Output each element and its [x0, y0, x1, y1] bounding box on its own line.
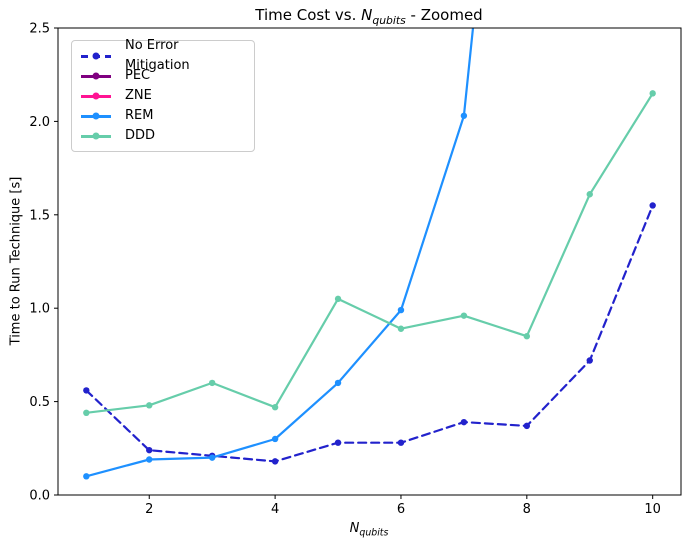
data-point [649, 90, 656, 97]
y-tick-label: 1.5 [29, 208, 50, 223]
legend-item-rem: REM [72, 106, 254, 126]
data-point [83, 387, 90, 394]
data-point [208, 454, 216, 461]
y-tick-label: 2.0 [29, 115, 50, 130]
x-tick-label: 8 [523, 502, 531, 517]
data-point [83, 409, 90, 417]
plot-frame [57, 27, 682, 496]
data-point [208, 379, 216, 387]
legend-marker-dot [92, 52, 100, 60]
x-tick-label: 4 [271, 502, 279, 517]
x-axis-label: Nqubits [350, 521, 389, 539]
legend-marker-dot [92, 112, 100, 120]
data-point [460, 418, 468, 426]
data-point [146, 402, 153, 409]
legend-marker-dot [92, 72, 100, 80]
legend-line-sample [81, 72, 111, 80]
legend-line-sample [81, 112, 111, 120]
x-tick-label: 6 [397, 502, 405, 517]
legend-label: No Error Mitigation [125, 38, 190, 73]
data-point [271, 404, 279, 411]
xlabel-subscript: qubits [359, 527, 389, 539]
legend-item-zne: ZNE [72, 86, 254, 106]
legend-label: DDD [125, 128, 156, 143]
data-point [586, 191, 593, 198]
series-rem [83, 28, 475, 480]
legend-line-sample [81, 92, 111, 100]
legend-marker-dot [92, 92, 100, 100]
x-tick-label: 2 [145, 502, 153, 517]
data-point [586, 357, 593, 364]
chart-title: Time Cost vs. Nqubits - Zoomed [255, 6, 482, 27]
legend-line-sample [81, 132, 111, 140]
data-point [523, 422, 531, 430]
data-point [334, 379, 342, 387]
title-prefix: Time Cost vs. [255, 6, 362, 24]
data-point [523, 333, 531, 340]
y-tick-label: 2.5 [29, 22, 50, 37]
data-point [460, 112, 468, 119]
legend-item-pec: PEC [72, 66, 254, 86]
data-point [397, 439, 405, 446]
legend-item-no-error-mitigation: No Error Mitigation [72, 38, 254, 73]
y-tick-label: 1.0 [29, 302, 50, 317]
data-point [334, 295, 342, 303]
legend-label: PEC [125, 68, 151, 83]
data-point [146, 446, 153, 454]
y-axis-label: Time to Run Technique [s] [8, 176, 24, 346]
data-point [397, 306, 405, 314]
x-tick-label: 10 [644, 502, 661, 517]
data-point [271, 435, 279, 443]
title-variable: N [361, 6, 373, 24]
xlabel-variable: N [349, 521, 360, 536]
legend-item-ddd: DDD [72, 126, 254, 146]
legend-marker-dot [92, 132, 100, 140]
title-subscript: qubits [372, 14, 406, 27]
y-tick-label: 0.0 [29, 489, 50, 504]
series-line [85, 204, 654, 463]
title-suffix: - Zoomed [405, 6, 483, 24]
legend-label: ZNE [125, 88, 152, 103]
legend-line-sample [81, 52, 111, 60]
data-point [146, 456, 153, 463]
data-point [397, 325, 405, 332]
legend: No Error Mitigation PEC ZNE REM DDD [71, 38, 255, 152]
data-point [649, 202, 656, 209]
series-line [85, 92, 654, 414]
series-line [85, 28, 475, 478]
data-point [83, 473, 90, 480]
y-tick-label: 0.5 [29, 395, 50, 410]
data-point [271, 458, 279, 465]
series-ddd [83, 90, 656, 417]
data-point [460, 312, 468, 319]
legend-label: REM [125, 108, 154, 123]
data-point [334, 439, 342, 446]
